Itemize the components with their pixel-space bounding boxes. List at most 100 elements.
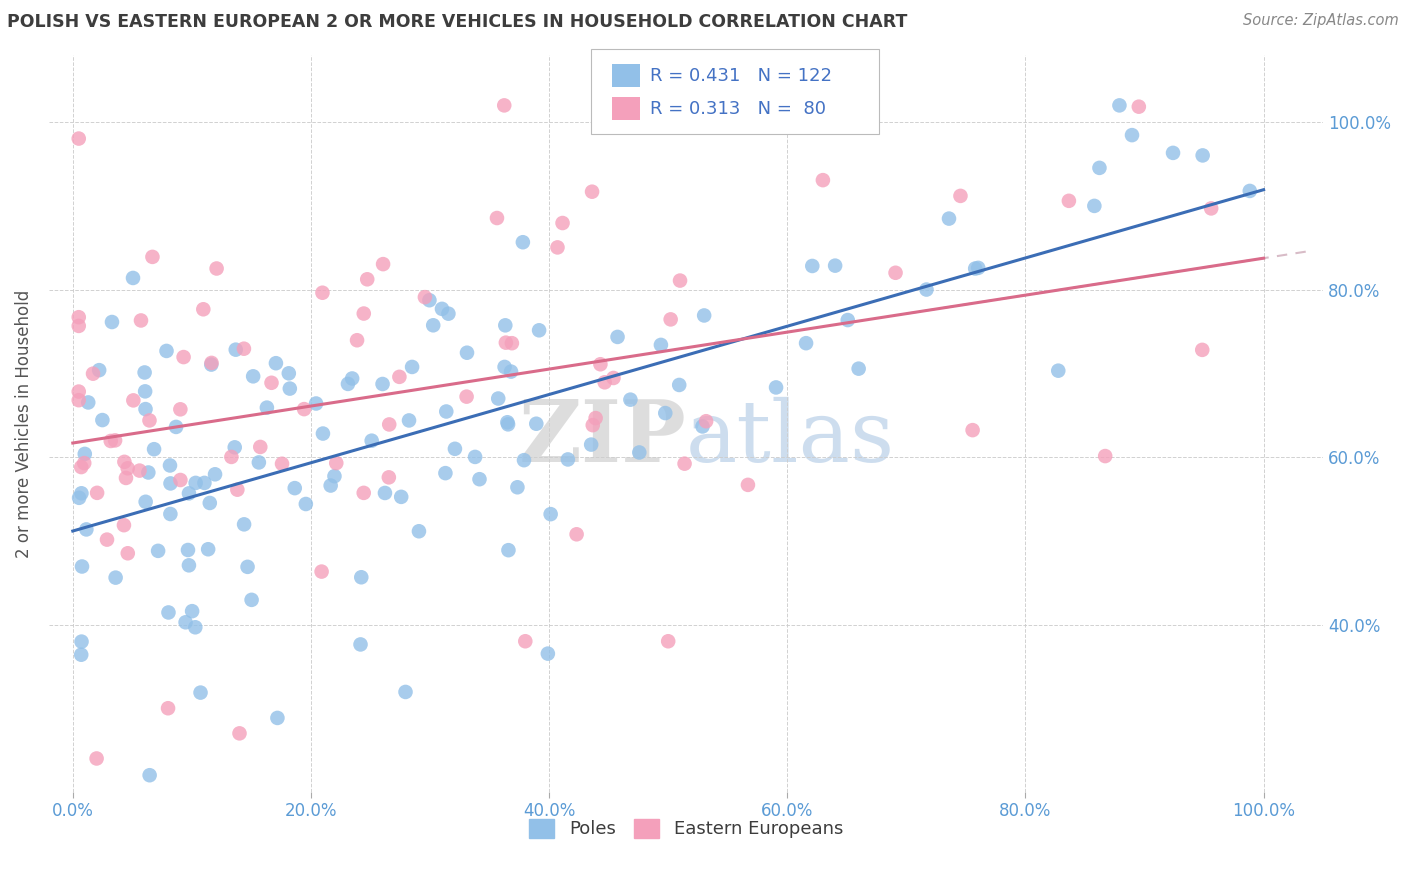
Point (67, 491, 90, 505)
Point (565, 527, 588, 541)
Point (837, 313, 859, 327)
Point (271, 457, 294, 471)
Point (277, 367, 299, 381)
Point (540, 507, 562, 521)
Point (159, 476, 181, 491)
Point (134, 366, 156, 380)
Point (494, 359, 516, 374)
Point (938, 211, 960, 226)
Point (1191, 343, 1213, 357)
Point (177, 558, 200, 573)
Point (340, 371, 363, 385)
Point (70, 634, 93, 648)
Point (159, 458, 181, 473)
Point (1121, 128, 1143, 142)
Point (236, 559, 259, 574)
Point (693, 309, 716, 323)
Point (422, 318, 444, 333)
Point (848, 361, 870, 376)
Point (165, 420, 187, 434)
Point (73, 456, 96, 470)
Point (96, 533, 118, 547)
Point (224, 440, 246, 454)
Point (190, 685, 212, 699)
Point (1128, 100, 1150, 114)
Point (496, 415, 519, 429)
Point (512, 235, 534, 250)
Point (527, 323, 550, 337)
Point (240, 592, 263, 607)
Point (157, 701, 180, 715)
Point (295, 497, 318, 511)
Point (1057, 194, 1080, 208)
Point (226, 483, 249, 497)
Point (408, 524, 430, 539)
Point (86, 751, 108, 765)
Point (884, 266, 907, 280)
Point (336, 376, 359, 391)
Text: R = 0.313   N =  80: R = 0.313 N = 80 (650, 100, 825, 118)
Point (242, 369, 264, 384)
Point (278, 382, 301, 396)
Point (628, 445, 651, 459)
Point (547, 240, 569, 254)
Point (67, 393, 90, 408)
Point (173, 350, 195, 364)
Point (135, 495, 157, 509)
Point (464, 450, 486, 464)
Point (138, 413, 160, 427)
Point (232, 342, 254, 356)
Point (619, 392, 641, 407)
Point (418, 293, 440, 308)
Point (319, 478, 342, 492)
Point (485, 211, 508, 225)
Point (70, 486, 93, 500)
Point (801, 259, 824, 273)
Point (496, 417, 519, 432)
Point (134, 384, 156, 399)
Point (266, 711, 288, 725)
Point (824, 259, 846, 273)
Legend: Poles, Eastern Europeans: Poles, Eastern Europeans (522, 812, 851, 846)
Point (965, 261, 987, 276)
Point (524, 417, 547, 431)
Point (585, 411, 607, 425)
Point (1239, 184, 1261, 198)
Point (401, 359, 423, 374)
Point (233, 517, 256, 532)
Point (75, 523, 97, 537)
Point (177, 543, 200, 558)
Point (468, 472, 491, 486)
Point (374, 486, 396, 500)
Point (654, 406, 676, 420)
Point (184, 620, 207, 634)
Point (398, 413, 420, 427)
Point (657, 634, 679, 648)
Point (70, 648, 93, 662)
Point (67, 384, 90, 399)
Point (668, 378, 690, 392)
Point (128, 464, 150, 478)
Point (356, 272, 378, 286)
Point (112, 455, 135, 469)
Point (292, 402, 315, 417)
Point (602, 371, 624, 385)
Point (311, 285, 333, 300)
Point (1191, 148, 1213, 162)
Point (177, 486, 200, 500)
Point (146, 544, 169, 558)
Point (430, 301, 453, 316)
Point (593, 376, 616, 390)
Point (413, 290, 436, 304)
Point (284, 481, 307, 495)
Point (434, 404, 457, 418)
Point (264, 356, 287, 370)
Point (193, 302, 215, 317)
Point (353, 306, 375, 320)
Point (159, 507, 181, 521)
Point (117, 546, 139, 560)
Point (67, 310, 90, 325)
Point (494, 318, 516, 333)
Point (256, 401, 278, 415)
Point (378, 417, 401, 432)
